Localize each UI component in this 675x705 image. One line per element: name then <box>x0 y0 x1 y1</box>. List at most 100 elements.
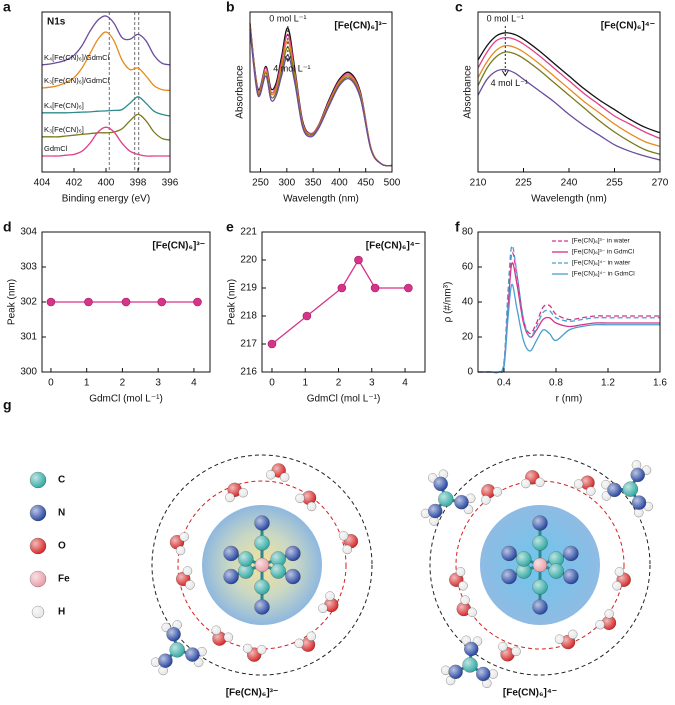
atom-shine <box>535 477 545 487</box>
series-line <box>271 258 409 345</box>
atom-shine <box>482 678 492 688</box>
y-tick-label: 303 <box>20 262 37 273</box>
y-tick-label: 217 <box>240 339 257 350</box>
y-tick-label: 300 <box>20 367 37 378</box>
data-point <box>84 297 93 307</box>
atom-shine <box>301 637 315 652</box>
inner-shell <box>177 480 347 650</box>
x-tick-label: 404 <box>34 178 51 189</box>
x-tick-label: 1 <box>84 378 90 389</box>
atom-shine <box>306 631 316 641</box>
panel-label: c <box>455 0 463 15</box>
atom-shine <box>441 665 451 675</box>
x-tick-label: 398 <box>130 178 147 189</box>
data-point <box>370 283 380 293</box>
atom-shine <box>285 545 301 561</box>
x-tick-label: 1.6 <box>653 378 667 389</box>
curve-label: K₄[Fe(CN)₆]/GdmCl <box>44 53 110 62</box>
atom-shine <box>595 620 605 630</box>
atom-shine <box>481 484 496 499</box>
data-point <box>193 297 202 307</box>
series-line <box>478 283 660 374</box>
annotation: 4 mol L⁻¹ <box>491 78 528 88</box>
panel-title: [Fe(CN)₆]³⁻ <box>152 241 205 252</box>
atom-shine <box>563 569 579 585</box>
atom-shine <box>466 493 476 503</box>
atom-shine <box>580 475 595 490</box>
atom-shine <box>488 669 498 679</box>
y-axis-label: Absorbance <box>235 65 246 119</box>
y-tick-label: 20 <box>462 332 474 343</box>
curve-label: K₃[Fe(CN)₆]/GdmCl <box>44 76 110 85</box>
atom-shine <box>294 638 304 648</box>
atom-shine <box>456 602 471 616</box>
legend-label: O <box>58 541 66 552</box>
x-tick-label: 300 <box>278 178 295 189</box>
atom-shine <box>280 472 290 482</box>
data-point <box>302 311 312 321</box>
atom-shine <box>270 563 286 579</box>
atom-shine <box>254 535 270 551</box>
panel-title: [Fe(CN)₆]⁴⁻ <box>601 21 655 32</box>
data-point <box>267 339 277 349</box>
atom-shine <box>243 643 253 653</box>
atom-shine <box>438 491 454 507</box>
atom-shine <box>169 642 185 658</box>
atom-shine <box>548 551 564 567</box>
y-tick-label: 221 <box>240 227 257 238</box>
atom-shine <box>516 563 532 579</box>
atom-shine <box>307 501 317 511</box>
x-tick-label: 270 <box>652 178 669 189</box>
atom-shine <box>532 535 548 551</box>
outer-shell <box>151 454 373 676</box>
x-axis-label: GdmCl (mol L⁻¹) <box>89 394 163 405</box>
atom-shine <box>223 545 239 561</box>
y-tick-label: 219 <box>240 283 257 294</box>
y-tick-label: 216 <box>240 367 257 378</box>
x-tick-label: 2 <box>336 378 342 389</box>
arrow-head <box>501 70 509 77</box>
atom-shine <box>302 490 317 505</box>
x-tick-label: 1 <box>302 378 308 389</box>
atom-shine <box>339 531 349 541</box>
series-line <box>477 68 661 161</box>
x-tick-label: 0 <box>48 378 54 389</box>
atom-shine <box>318 603 328 613</box>
atom-shine <box>254 579 270 595</box>
data-point <box>157 297 167 307</box>
series-line <box>41 31 171 92</box>
atom-shine <box>467 607 477 617</box>
legend-label: [Fe(CN)₆]⁴⁻ in water <box>572 260 631 267</box>
atom-shine <box>476 666 491 681</box>
atom-shine <box>32 606 44 618</box>
y-tick-label: 304 <box>20 227 37 238</box>
y-axis-label: ρ (#/nm³) <box>443 282 454 323</box>
atom-shine <box>295 493 305 503</box>
arrow-head <box>284 55 292 63</box>
atom-shine <box>421 508 431 518</box>
curve-label: GdmCl <box>44 144 68 153</box>
curve-label: K₃[Fe(CN)₆] <box>44 125 84 134</box>
series-line <box>41 126 170 157</box>
plot-frame <box>261 231 426 373</box>
atom-shine <box>456 567 466 577</box>
y-tick-label: 301 <box>20 332 37 343</box>
y-tick-label: 218 <box>240 311 257 322</box>
y-tick-label: 60 <box>462 262 474 273</box>
x-tick-label: 4 <box>402 378 408 389</box>
plot-frame <box>249 11 393 173</box>
curve-label: K₄[Fe(CN)₆] <box>44 101 84 110</box>
data-point <box>337 283 347 293</box>
atom-shine <box>30 538 46 554</box>
x-tick-label: 450 <box>357 178 374 189</box>
panel-label: b <box>226 0 235 15</box>
atom-shine <box>607 482 622 497</box>
panel-title: [Fe(CN)₆]⁴⁻ <box>366 241 420 252</box>
atom-shine <box>481 495 491 505</box>
series-line <box>477 51 661 156</box>
panel-label: d <box>3 219 12 235</box>
annotation: 4 mol L⁻¹ <box>273 64 310 74</box>
annotation: 0 mol L⁻¹ <box>487 13 524 23</box>
atom-shine <box>183 566 193 576</box>
caption: [Fe(CN)₆]⁴⁻ <box>503 688 557 699</box>
